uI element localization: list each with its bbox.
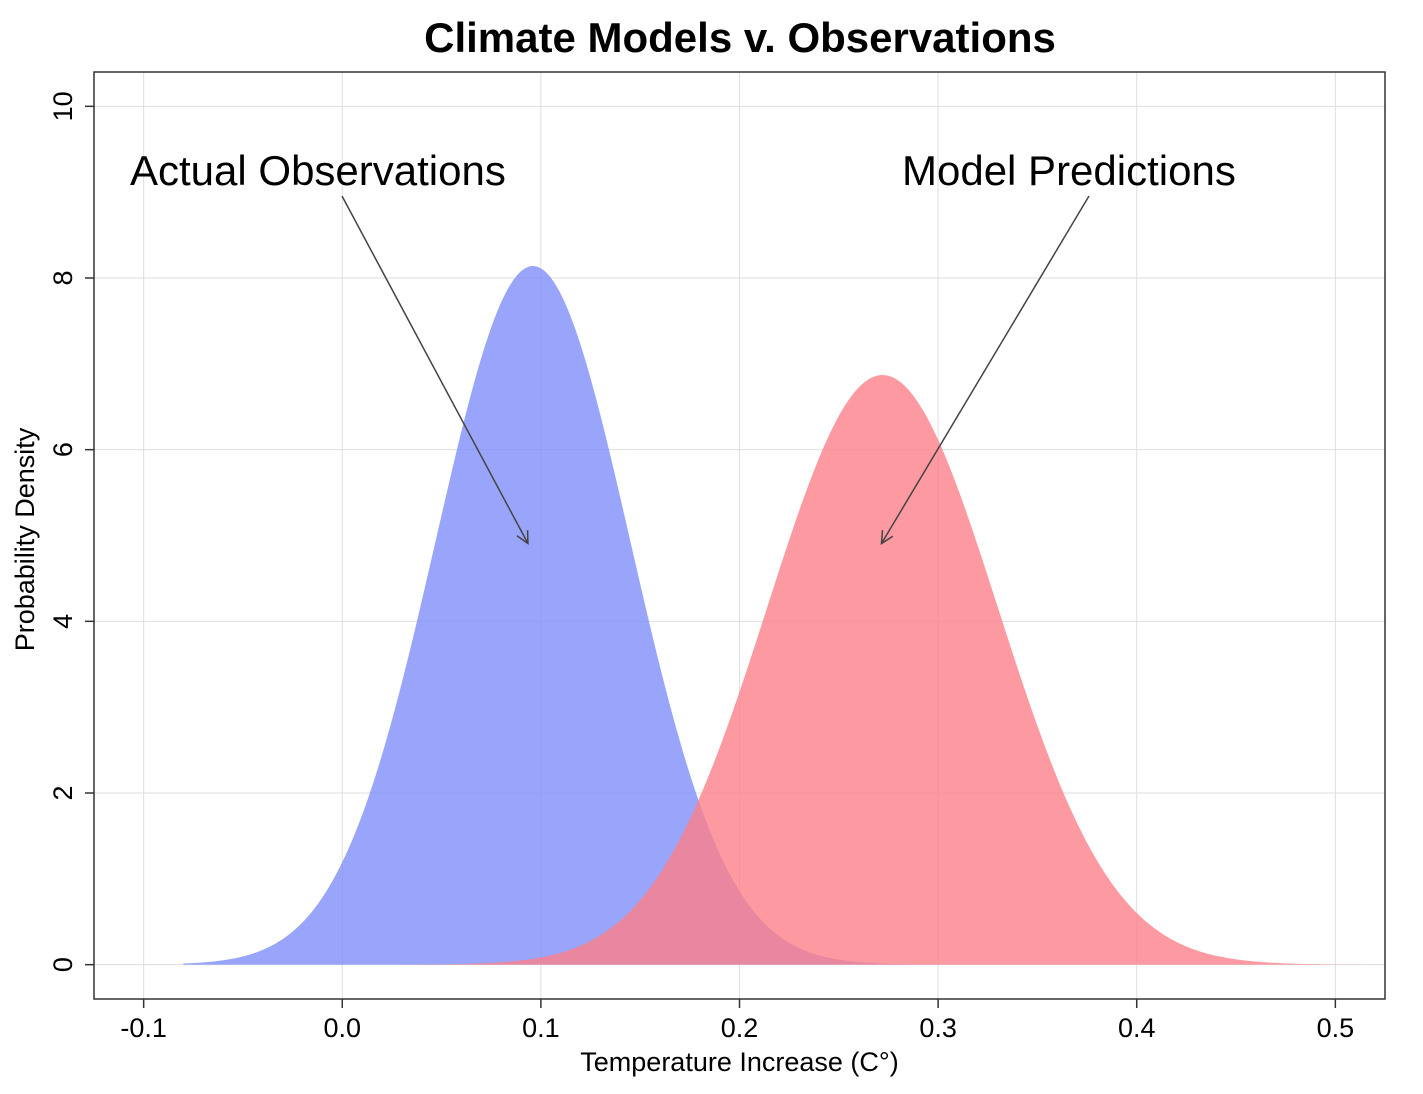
y-axis-label: Probability Density — [10, 427, 40, 651]
x-axis-label: Temperature Increase (C°) — [580, 1047, 898, 1077]
axis-ticks: -0.1 0.0 0.1 0.2 0.3 0.4 0.5 0 2 4 6 8 10 — [48, 91, 1354, 1043]
series-area-1 — [342, 375, 1385, 965]
x-tick-label-0: -0.1 — [120, 1013, 167, 1043]
arrow-model-predictions — [880, 195, 1090, 545]
x-tick-label-2: 0.1 — [522, 1013, 560, 1043]
chart-title: Climate Models v. Observations — [424, 14, 1056, 61]
x-tick-label-3: 0.2 — [721, 1013, 759, 1043]
arrow-actual-observations — [341, 195, 529, 545]
y-tick-label-4: 8 — [48, 270, 78, 285]
x-tick-label-1: 0.0 — [323, 1013, 361, 1043]
x-tick-label-5: 0.4 — [1118, 1013, 1156, 1043]
y-tick-label-1: 2 — [48, 785, 78, 800]
series-layer — [183, 266, 1385, 965]
annotation-model-predictions: Model Predictions — [902, 147, 1236, 194]
annotation-actual-observations: Actual Observations — [130, 147, 506, 194]
y-tick-label-5: 10 — [48, 91, 78, 121]
x-tick-label-6: 0.5 — [1317, 1013, 1355, 1043]
y-tick-label-0: 0 — [48, 957, 78, 972]
y-tick-label-2: 4 — [48, 614, 78, 629]
annotations: Actual Observations Model Predictions — [130, 147, 1236, 545]
x-tick-label-4: 0.3 — [919, 1013, 957, 1043]
y-tick-label-3: 6 — [48, 442, 78, 457]
series-area-0 — [183, 266, 1117, 965]
